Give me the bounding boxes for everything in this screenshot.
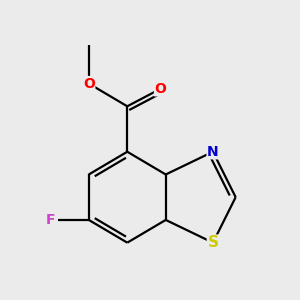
Text: F: F: [46, 213, 55, 227]
Text: N: N: [207, 145, 219, 159]
Text: O: O: [83, 76, 95, 91]
Text: S: S: [207, 235, 218, 250]
Text: O: O: [154, 82, 166, 96]
